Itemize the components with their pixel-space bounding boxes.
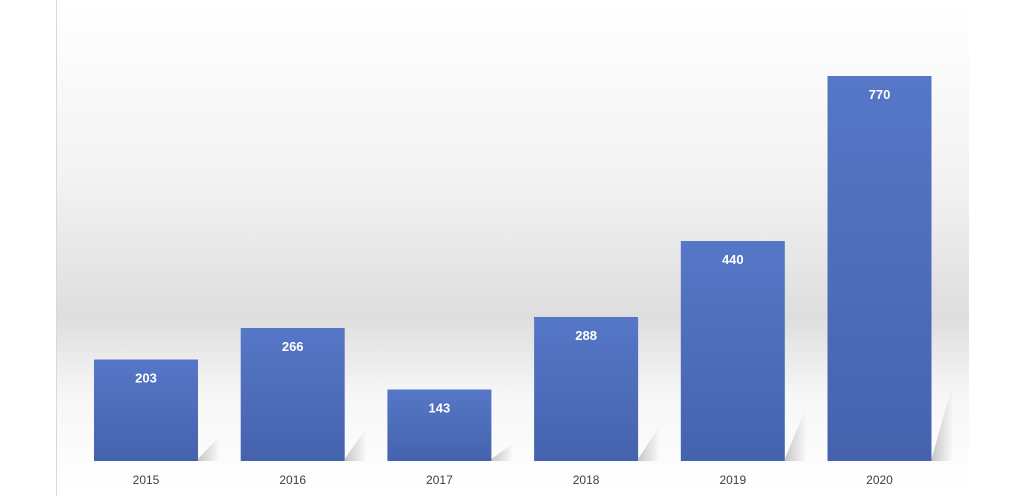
data-label-2016: 266: [282, 339, 304, 354]
data-label-2020: 770: [869, 87, 891, 102]
data-label-2017: 143: [429, 401, 451, 416]
bar-2016: [240, 328, 345, 461]
x-tick-label-2018: 2018: [573, 473, 600, 487]
chart-area: 203 266 143 288 440 770 2015 2016 2017 2018 2019 2…: [56, 0, 969, 496]
bar-2018: [534, 317, 639, 461]
data-labels: 203 266 143 288 440 770: [135, 87, 890, 416]
x-tick-label-2015: 2015: [133, 473, 160, 487]
x-axis-tick-labels: 2015 2016 2017 2018 2019 2020: [133, 473, 894, 487]
x-tick-label-2016: 2016: [279, 473, 306, 487]
bar-shadow: [784, 406, 807, 461]
bar-shadow: [931, 381, 954, 461]
data-label-2018: 288: [575, 328, 597, 343]
bar-2015: [94, 359, 198, 461]
x-tick-label-2020: 2020: [866, 473, 893, 487]
bar-2020: [827, 76, 932, 461]
bar-2017: [387, 389, 492, 461]
bars: [94, 76, 932, 461]
bar-2019: [680, 241, 785, 461]
data-label-2015: 203: [135, 371, 157, 386]
plot-background: [57, 0, 969, 496]
data-label-2019: 440: [722, 252, 744, 267]
bar-shadows: [198, 381, 954, 461]
bar-shadow: [491, 443, 514, 461]
bar-shadow: [344, 427, 367, 461]
x-tick-label-2017: 2017: [426, 473, 453, 487]
x-tick-label-2019: 2019: [719, 473, 746, 487]
bar-shadow: [638, 425, 661, 461]
bar-shadow: [198, 435, 220, 461]
